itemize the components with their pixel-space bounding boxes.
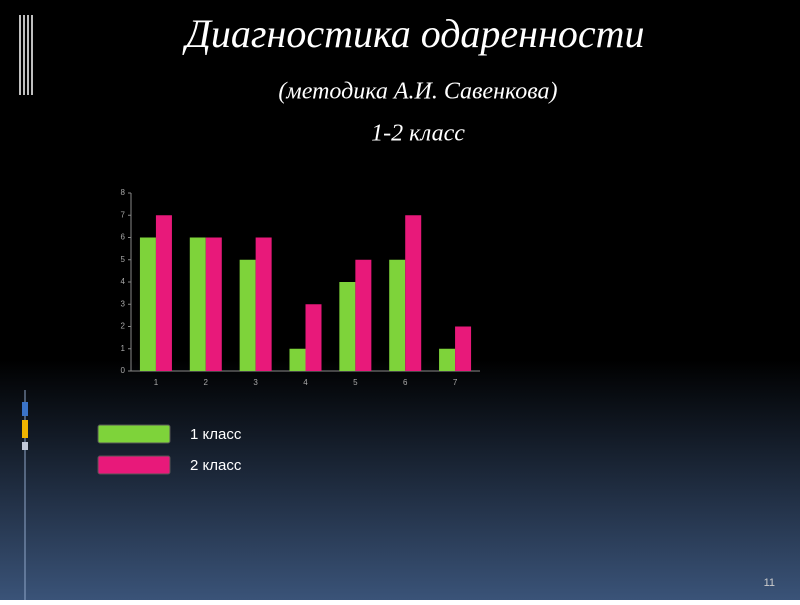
- legend-label: 2 класс: [190, 457, 242, 474]
- decoration: [22, 420, 28, 438]
- x-tick-label: 6: [403, 378, 408, 387]
- bar: [305, 304, 322, 371]
- bar: [405, 215, 422, 371]
- subtitle: (методика А.И. Савенкова): [278, 79, 557, 105]
- bar: [139, 237, 156, 371]
- legend-swatch: [97, 424, 171, 444]
- bar: [189, 237, 206, 371]
- title: Диагностика одаренности: [181, 11, 644, 56]
- y-tick-label: 3: [121, 299, 126, 308]
- y-tick-label: 0: [121, 366, 126, 375]
- x-tick-label: 1: [154, 378, 159, 387]
- page-number: 11: [764, 577, 775, 589]
- bar: [339, 282, 356, 371]
- x-tick-label: 4: [303, 378, 308, 387]
- decoration: [19, 15, 33, 600]
- bar: [205, 237, 222, 371]
- bar: [289, 348, 306, 371]
- bar: [389, 259, 406, 371]
- bar: [439, 348, 456, 371]
- y-tick-label: 6: [121, 233, 126, 242]
- y-tick-label: 8: [121, 188, 126, 197]
- legend-swatch: [97, 455, 171, 475]
- subtitle: 1-2 класс: [371, 121, 465, 147]
- bar: [239, 259, 256, 371]
- bar: [455, 326, 472, 371]
- bar: [255, 237, 272, 371]
- y-tick-label: 2: [121, 322, 126, 331]
- bar: [155, 215, 172, 371]
- y-tick-label: 7: [121, 210, 126, 219]
- decoration: [22, 442, 28, 450]
- x-tick-label: 2: [204, 378, 209, 387]
- bar: [355, 259, 372, 371]
- x-tick-label: 7: [453, 378, 458, 387]
- y-tick-label: 4: [121, 277, 126, 286]
- y-tick-label: 1: [121, 344, 126, 353]
- x-tick-label: 3: [253, 378, 258, 387]
- y-tick-label: 5: [121, 255, 126, 264]
- decoration: [22, 402, 28, 416]
- legend-label: 1 класс: [190, 426, 242, 443]
- x-tick-label: 5: [353, 378, 358, 387]
